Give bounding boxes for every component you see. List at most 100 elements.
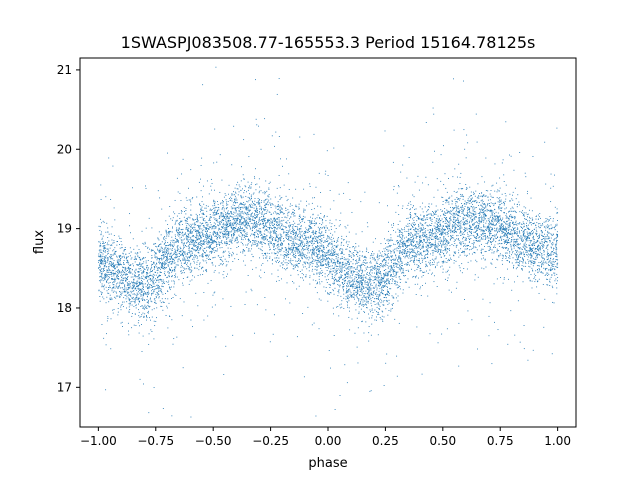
data-point [100,254,102,256]
data-point [320,261,322,263]
data-point [98,289,100,291]
data-point [260,202,262,204]
data-point [424,271,426,273]
data-point [209,226,210,228]
data-point [237,228,239,230]
data-point [129,268,130,270]
data-point [181,253,183,255]
data-point [112,279,114,280]
data-point [461,203,463,204]
data-point [137,285,139,287]
data-point [163,261,165,263]
data-point [191,198,193,200]
data-point [284,216,286,218]
data-point [541,253,543,254]
data-point [452,212,454,214]
data-point [105,274,106,276]
data-point [171,415,173,417]
data-point [325,229,327,231]
data-point [404,249,405,251]
data-point [218,215,220,217]
data-point [447,225,449,227]
data-point [106,244,108,246]
data-point [348,316,350,318]
data-point [264,225,266,227]
data-point [435,226,437,228]
data-point [298,252,300,254]
data-point [345,227,347,229]
data-point [264,238,266,240]
data-point [203,185,204,187]
data-point [413,261,415,263]
data-point [434,235,436,237]
data-point [400,258,402,260]
data-point [330,226,332,228]
data-point [398,245,400,247]
data-point [333,267,335,269]
data-point [438,251,439,253]
data-point [124,291,126,293]
data-point [374,259,376,261]
data-point [505,239,507,241]
data-point [386,283,388,285]
data-point [481,238,483,240]
data-point [374,267,376,269]
data-point [435,220,437,222]
data-point [127,283,129,284]
data-point [522,269,523,271]
data-point [98,253,100,255]
data-point [368,287,370,289]
data-point [221,243,223,245]
data-point [525,176,527,178]
data-point [270,198,272,200]
data-point [378,285,380,287]
data-point [505,247,507,249]
data-point [400,252,402,254]
data-point [477,227,479,229]
data-point [201,267,203,269]
data-point [492,222,494,224]
data-point [275,234,277,236]
data-point [138,309,139,311]
data-point [425,236,427,238]
data-point [453,78,454,80]
data-point [396,284,398,286]
data-point [280,240,282,242]
data-point [431,258,433,260]
data-point [339,395,341,396]
data-point [303,266,305,268]
data-point [367,278,369,280]
data-point [556,254,558,256]
data-point [401,262,403,264]
data-point [498,240,500,242]
data-point [195,230,197,232]
data-point [109,247,111,249]
data-point [158,244,160,246]
data-point [430,213,432,215]
data-point [398,268,400,270]
data-point [349,247,351,249]
data-point [446,328,448,330]
data-point [260,209,262,211]
data-point [268,183,270,184]
data-point [508,257,510,259]
data-point [522,215,524,217]
data-point [401,260,403,262]
data-point [499,228,501,230]
data-point [414,255,416,257]
data-point [413,238,414,240]
data-point [115,264,117,266]
data-point [392,255,394,257]
data-point [326,263,328,265]
data-point [228,244,230,245]
data-point [329,258,331,260]
data-point [530,257,532,259]
data-point [373,286,375,288]
data-point [311,237,313,239]
data-point [198,238,200,240]
data-point [382,320,384,322]
data-point [319,247,320,249]
data-point [184,260,186,262]
data-point [512,251,514,253]
data-point [454,224,456,226]
